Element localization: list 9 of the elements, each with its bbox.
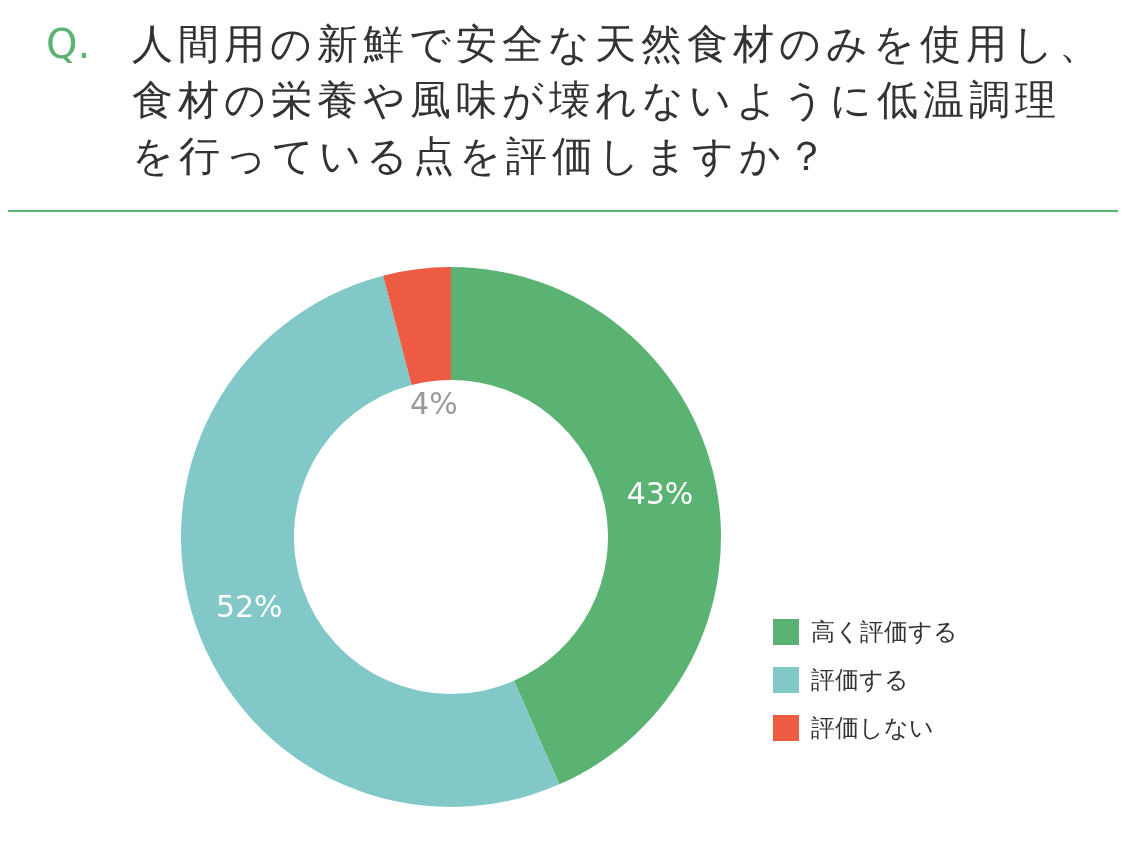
legend-label: 評価しない: [811, 713, 934, 744]
legend-label: 評価する: [811, 665, 909, 696]
data-label: 43%: [626, 475, 694, 511]
data-label: 52%: [215, 589, 283, 625]
donut-slice: [181, 275, 560, 807]
legend-label: 高く評価する: [811, 617, 958, 648]
chart-title: Q. 人間用の新鮮で安全な天然食材のみを使用し、食材の栄養や風味が壊れないように低温調理を行っている点を評価しますか？: [46, 19, 1106, 182]
donut-slice: [383, 267, 451, 386]
data-label: 4%: [410, 385, 458, 421]
